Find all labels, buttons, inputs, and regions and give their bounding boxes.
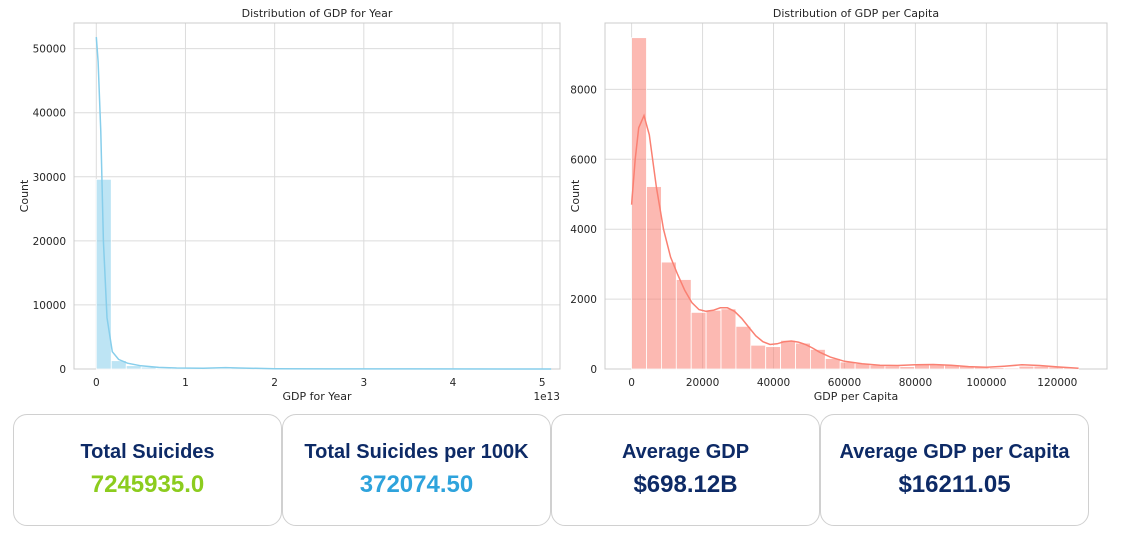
x-tick-label: 60000 (828, 377, 861, 389)
histogram-bar (690, 311, 707, 370)
x-tick-label: 120000 (1037, 377, 1077, 389)
y-tick-label: 0 (590, 364, 597, 376)
histogram-bar (1018, 365, 1035, 370)
x-tick-label: 0 (628, 377, 635, 389)
histogram-bar (765, 346, 782, 370)
y-tick-label: 2000 (570, 294, 597, 306)
histogram-bar (750, 344, 767, 370)
kde-line (630, 113, 1079, 370)
y-axis-label: Count (569, 179, 582, 212)
x-tick-label: 1 (182, 377, 189, 389)
average-gdp-title: Average GDP (621, 440, 750, 463)
gdp-year-histogram-svg: 0 1 2 3 4 5 0 10000 20000 30000 40000 50000 Distribu… (18, 7, 561, 403)
histogram-bar (631, 37, 647, 370)
histogram-bar (110, 360, 127, 370)
total-suicides-value: 7245935.0 (90, 470, 205, 498)
y-tick-label: 0 (59, 364, 66, 376)
suicides-per-100k-title: Total Suicides per 100K (304, 440, 529, 463)
y-tick-label: 8000 (570, 84, 597, 96)
histogram-bar (810, 349, 826, 370)
average-gdp-value: $698.12B (633, 470, 738, 498)
x-tick-label: 4 (450, 377, 457, 389)
average-gdp-per-capita-value: $16211.05 (898, 470, 1011, 498)
x-tick-label: 20000 (686, 377, 719, 389)
chart-title: Distribution of GDP per Capita (773, 7, 939, 20)
total-suicides-title: Total Suicides (80, 440, 215, 463)
histogram-bar (95, 178, 112, 370)
x-tick-label: 5 (539, 377, 546, 389)
histogram-bar (1003, 367, 1020, 370)
y-tick-label: 6000 (570, 154, 597, 166)
x-tick-label: 80000 (899, 377, 932, 389)
histogram-bar (884, 365, 901, 370)
x-tick-label: 2 (271, 377, 278, 389)
x-axis-label: GDP per Capita (814, 390, 898, 403)
histogram-bar (735, 325, 752, 370)
x-axis-offset-label: 1e13 (533, 391, 560, 403)
y-tick-label: 20000 (33, 236, 66, 248)
y-tick-label: 50000 (33, 44, 66, 56)
x-tick-label: 3 (360, 377, 367, 389)
histogram-bar (899, 366, 916, 370)
gdp-year-histogram: 0 1 2 3 4 5 0 10000 20000 30000 40000 50000 Distribu… (0, 0, 570, 410)
suicides-per-100k-value: 372074.50 (359, 470, 474, 498)
histogram-bar (720, 308, 737, 370)
chart-title: Distribution of GDP for Year (242, 7, 393, 20)
histogram-bar (795, 342, 811, 370)
suicides-per-100k-card: Total Suicides per 100K 372074.50 (282, 414, 551, 526)
x-tick-label: 0 (93, 377, 100, 389)
x-tick-label: 40000 (757, 377, 790, 389)
average-gdp-per-capita-title: Average GDP per Capita (839, 440, 1070, 463)
y-tick-label: 30000 (33, 172, 66, 184)
gdp-capita-histogram: 0 20000 40000 60000 80000 100000 120000 0 2000 40… (565, 0, 1135, 410)
histogram-bar (661, 261, 677, 370)
total-suicides-card: Total Suicides 7245935.0 (13, 414, 282, 526)
histogram-bar (988, 367, 1005, 370)
average-gdp-per-capita-card: Average GDP per Capita $16211.05 (820, 414, 1089, 526)
y-tick-label: 10000 (33, 300, 66, 312)
kde-line (95, 37, 552, 370)
histogram-bar (646, 186, 662, 370)
histogram-bar (780, 339, 796, 370)
y-tick-label: 4000 (570, 224, 597, 236)
plot-frame (73, 22, 561, 370)
histogram-bar (705, 309, 722, 370)
histogram-bar (675, 279, 692, 370)
average-gdp-card: Average GDP $698.12B (551, 414, 820, 526)
y-tick-label: 40000 (33, 108, 66, 120)
x-axis-label: GDP for Year (282, 390, 352, 403)
y-axis-label: Count (18, 179, 31, 212)
x-tick-label: 100000 (966, 377, 1006, 389)
gdp-capita-histogram-svg: 0 20000 40000 60000 80000 100000 120000 0 2000 40… (569, 7, 1108, 403)
